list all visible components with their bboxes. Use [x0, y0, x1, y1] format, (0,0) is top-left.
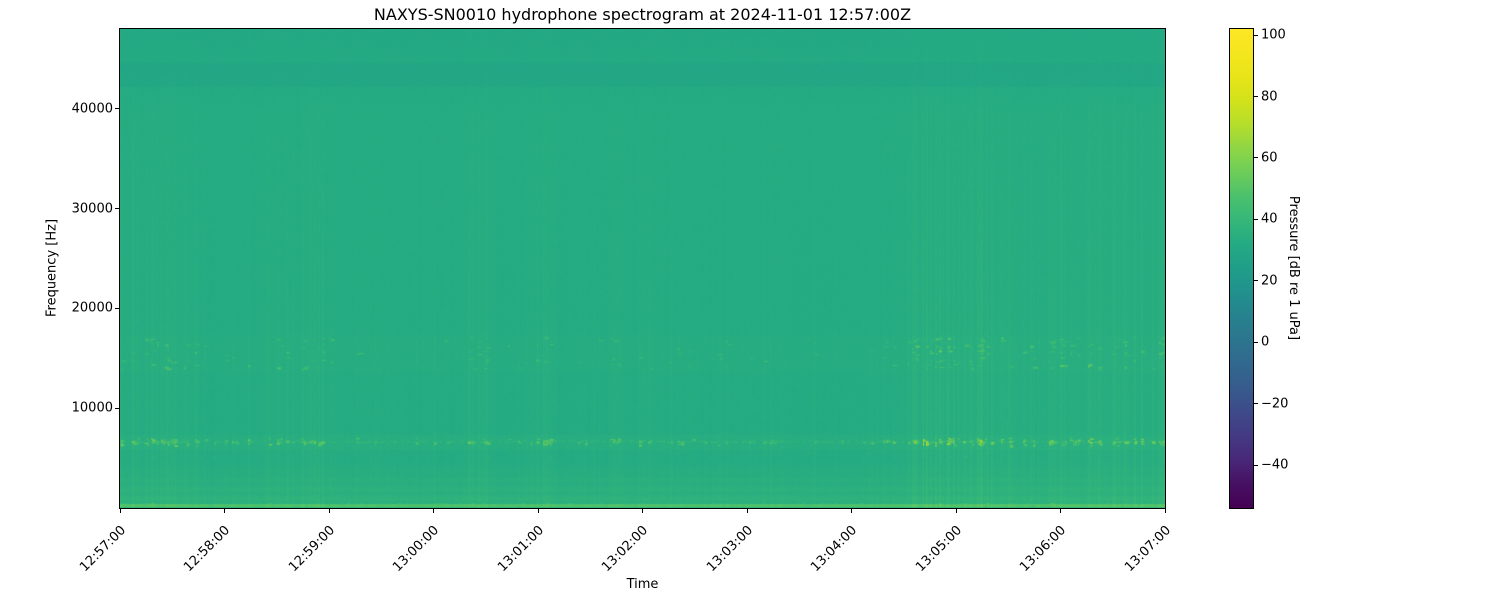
colorbar-tick-label: 100	[1261, 27, 1286, 43]
colorbar-tick-mark	[1254, 464, 1258, 466]
x-tick-label: 12:59:00	[285, 523, 338, 575]
colorbar-tick-label: 20	[1261, 273, 1278, 289]
colorbar-tick-mark	[1254, 157, 1258, 159]
y-tick-label: 30000	[71, 201, 113, 217]
colorbar	[1229, 28, 1254, 509]
y-tick-label: 20000	[71, 300, 113, 316]
x-tick-mark	[433, 509, 434, 513]
colorbar-tick-mark	[1254, 341, 1258, 343]
y-tick-mark	[115, 208, 119, 210]
colorbar-tick-label: 40	[1261, 211, 1278, 227]
x-tick-label: 13:06:00	[1017, 523, 1070, 575]
x-tick-label: 13:00:00	[390, 523, 443, 575]
x-tick-label: 13:01:00	[494, 523, 547, 575]
colorbar-tick-mark	[1254, 96, 1258, 98]
colorbar-tick-label: −20	[1261, 396, 1289, 412]
colorbar-tick-label: 60	[1261, 150, 1278, 166]
colorbar-tick-mark	[1254, 403, 1258, 405]
x-axis-label: Time	[626, 577, 659, 592]
colorbar-tick-mark	[1254, 218, 1258, 220]
spectrogram-image	[120, 29, 1165, 508]
x-tick-label: 13:02:00	[599, 523, 652, 575]
colorbar-tick-label: 80	[1261, 89, 1278, 105]
x-tick-label: 13:03:00	[703, 523, 756, 575]
y-tick-mark	[115, 307, 119, 309]
plot-area	[119, 28, 1166, 509]
x-tick-label: 12:57:00	[76, 523, 129, 575]
x-tick-mark	[746, 509, 748, 513]
x-tick-label: 13:04:00	[808, 523, 861, 575]
colorbar-tick-mark	[1254, 34, 1258, 36]
chart-title: NAXYS-SN0010 hydrophone spectrogram at 2…	[373, 5, 912, 24]
x-tick-mark	[537, 509, 539, 513]
colorbar-tick-label: −40	[1261, 457, 1289, 473]
colorbar-tick-mark	[1254, 280, 1258, 282]
colorbar-label: Pressure [dB re 1 uPa]	[1286, 195, 1301, 341]
colorbar-tick-label: 0	[1261, 334, 1270, 350]
x-tick-mark	[119, 509, 121, 513]
x-tick-mark	[642, 509, 643, 513]
x-tick-mark	[851, 509, 852, 513]
x-tick-mark	[1164, 509, 1166, 513]
x-tick-label: 13:07:00	[1121, 523, 1174, 575]
y-tick-mark	[115, 108, 119, 110]
y-axis-label: Frequency [Hz]	[44, 218, 60, 318]
y-tick-label: 10000	[71, 400, 113, 416]
x-tick-label: 13:05:00	[912, 523, 965, 575]
x-tick-mark	[955, 509, 957, 513]
x-tick-label: 12:58:00	[181, 523, 234, 575]
y-tick-mark	[115, 407, 119, 409]
x-tick-mark	[224, 509, 225, 513]
x-tick-mark	[1060, 509, 1061, 513]
y-tick-label: 40000	[71, 101, 113, 117]
x-tick-mark	[328, 509, 330, 513]
